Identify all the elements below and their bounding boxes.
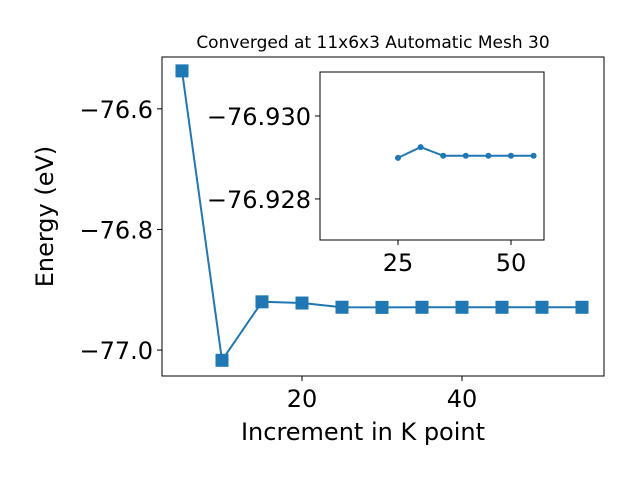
x-tick-label: 50 (496, 249, 527, 277)
x-tick-label: 20 (287, 385, 318, 413)
y-tick-label: −77.0 (79, 337, 153, 365)
marker (295, 296, 309, 310)
x-tick-label: 25 (383, 249, 414, 277)
marker (395, 154, 402, 161)
chart-title: Converged at 11x6x3 Automatic Mesh 30 (196, 33, 549, 53)
marker (417, 144, 424, 151)
marker (462, 152, 469, 159)
marker (255, 295, 269, 309)
axes: 25 50 −76.930 −76.928 (207, 71, 545, 277)
marker (575, 300, 589, 314)
marker (485, 152, 492, 159)
axes-frame (319, 71, 545, 241)
y-tick-label: −76.6 (79, 96, 153, 124)
marker (415, 300, 429, 314)
x-axis-label: Increment in K point (241, 418, 485, 446)
axes-frame (161, 56, 605, 377)
marker (455, 300, 469, 314)
marker (215, 353, 229, 367)
marker (530, 152, 537, 159)
x-tick-label: 40 (447, 385, 478, 413)
marker (175, 64, 189, 78)
y-tick-label: −76.930 (207, 103, 311, 131)
marker (508, 152, 515, 159)
y-axis-label: Energy (eV) (31, 146, 59, 288)
marker (535, 300, 549, 314)
marker (335, 300, 349, 314)
marker (440, 152, 447, 159)
marker (375, 300, 389, 314)
marker (495, 300, 509, 314)
y-tick-label: −76.8 (79, 216, 153, 244)
y-tick-label: −76.928 (207, 186, 311, 214)
